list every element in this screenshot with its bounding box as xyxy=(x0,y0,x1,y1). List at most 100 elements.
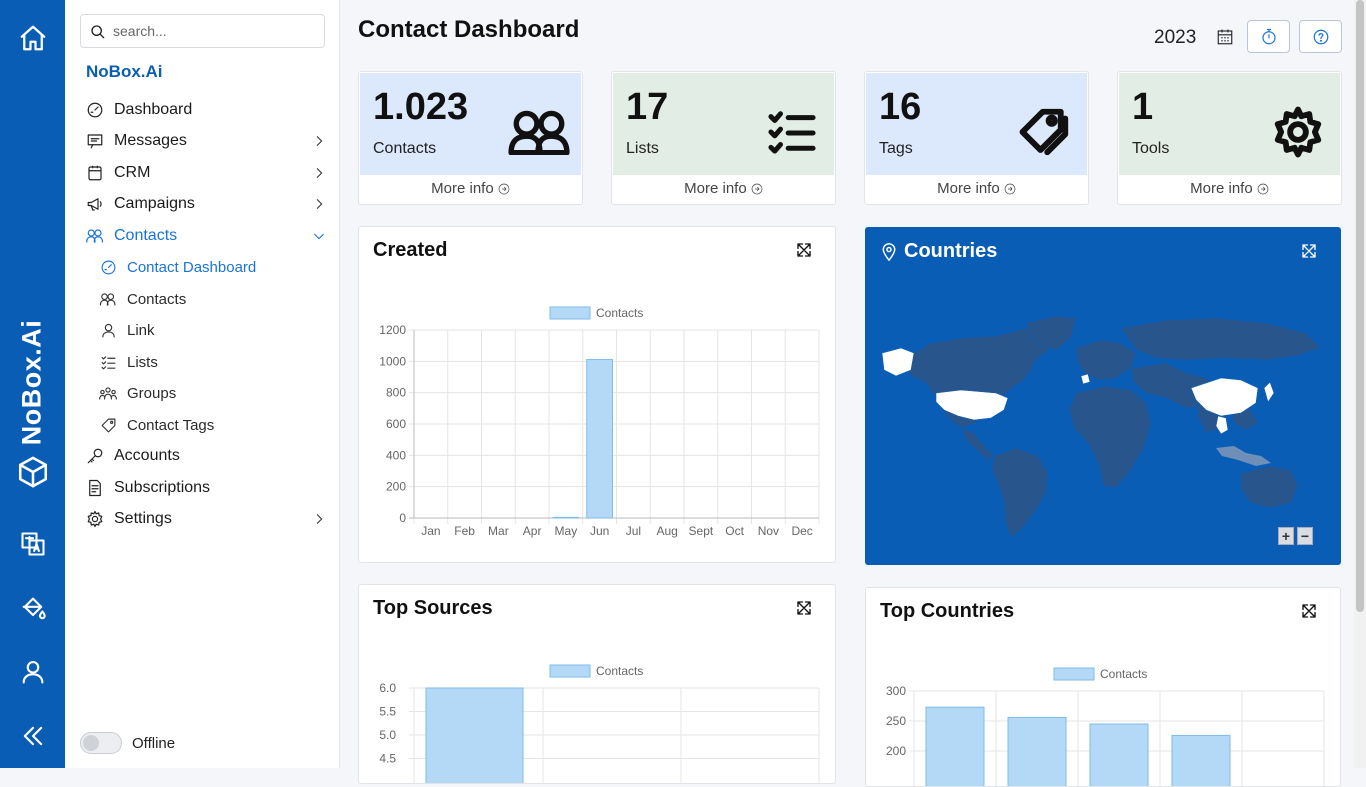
message-icon xyxy=(85,131,105,151)
user-profile-icon[interactable] xyxy=(16,655,50,689)
subnav-contact-tags[interactable]: Contact Tags xyxy=(99,413,327,437)
year-selector[interactable]: 2023 xyxy=(1154,27,1197,48)
arrow-circle-icon xyxy=(498,183,510,195)
x-tick-label: Apr xyxy=(523,524,542,538)
arrow-circle-icon xyxy=(1004,183,1016,195)
expand-icon[interactable] xyxy=(1300,242,1318,260)
bar xyxy=(1171,734,1231,786)
expand-icon[interactable] xyxy=(795,599,813,617)
y-tick-label: 400 xyxy=(386,448,406,462)
page-scrollbar[interactable] xyxy=(1354,0,1366,768)
y-tick-label: 800 xyxy=(386,386,406,400)
subnav-contact-dashboard[interactable]: Contact Dashboard xyxy=(99,255,327,279)
calendar-icon[interactable] xyxy=(1216,28,1234,46)
subnav-label: Contact Tags xyxy=(127,416,215,434)
chevron-right-icon xyxy=(311,196,327,212)
gauge-icon xyxy=(85,100,105,120)
subnav-label: Contacts xyxy=(127,290,187,308)
checklist-icon xyxy=(99,353,117,371)
nav-label: Settings xyxy=(114,510,172,527)
legend-label: Contacts xyxy=(1100,667,1147,681)
nav-settings[interactable]: Settings xyxy=(85,506,327,532)
stat-value: 1.023 xyxy=(373,86,469,128)
stat-card-tools: 1 Tools More info xyxy=(1117,71,1342,205)
y-tick-label: 0 xyxy=(399,511,406,525)
nav-messages[interactable]: Messages xyxy=(85,128,327,154)
help-icon xyxy=(1313,29,1328,44)
more-info-link[interactable]: More info xyxy=(865,180,1088,197)
subnav-groups[interactable]: Groups xyxy=(99,381,327,405)
x-tick-label: Jul xyxy=(626,524,641,538)
map-zoom-in[interactable]: + xyxy=(1278,527,1294,545)
created-card: Created Contacts 1200 1000 800 600 400 200 0 Jan… xyxy=(358,226,836,563)
stat-label: Lists xyxy=(626,140,659,157)
tag-icon xyxy=(99,416,117,434)
brand-vertical: NoBox.Ai xyxy=(16,319,47,445)
x-tick-label: Oct xyxy=(725,524,744,538)
map-africa xyxy=(1068,385,1152,489)
x-tick-label: Feb xyxy=(454,524,475,538)
stat-value: 17 xyxy=(626,86,669,128)
subnav-link[interactable]: Link xyxy=(99,318,327,342)
nav-subscriptions[interactable]: Subscriptions xyxy=(85,475,327,501)
legend-label: Contacts xyxy=(596,306,643,320)
y-tick-label: 4.5 xyxy=(379,752,396,766)
timer-button[interactable] xyxy=(1247,20,1290,53)
subnav-label: Lists xyxy=(127,353,158,371)
nav-dashboard[interactable]: Dashboard xyxy=(85,97,327,123)
nav-accounts[interactable]: Accounts xyxy=(85,443,327,469)
top-sources-chart: Contacts 6.0 5.5 5.0 4.5 xyxy=(379,664,820,783)
expand-icon[interactable] xyxy=(1300,602,1318,620)
map-zoom-out[interactable]: − xyxy=(1297,527,1313,545)
map-highlight-usa xyxy=(935,389,1009,421)
more-info-link[interactable]: More info xyxy=(612,180,835,197)
world-map[interactable] xyxy=(866,298,1342,558)
subnav-label: Link xyxy=(127,321,155,339)
online-toggle[interactable] xyxy=(80,732,122,754)
chevron-down-icon xyxy=(311,228,327,244)
map-highlight-alaska xyxy=(881,347,915,377)
map-highlight-europe-spot xyxy=(1080,373,1091,385)
nav-crm[interactable]: CRM xyxy=(85,160,327,186)
more-info-link[interactable]: More info xyxy=(1118,180,1341,197)
x-tick-label: May xyxy=(555,524,578,538)
nav-label: Subscriptions xyxy=(114,479,211,496)
main-content: Contact Dashboard 2023 1.023 Contacts Mo… xyxy=(340,0,1354,787)
subnav-label: Contact Dashboard xyxy=(127,258,257,276)
map-indonesia xyxy=(1216,446,1271,466)
y-tick-label: 1000 xyxy=(379,354,406,368)
chevron-right-icon xyxy=(311,511,327,527)
home-icon[interactable] xyxy=(16,21,50,55)
subnav-lists[interactable]: Lists xyxy=(99,350,327,374)
paint-bucket-icon[interactable] xyxy=(16,591,50,625)
nav-contacts[interactable]: Contacts xyxy=(85,223,327,249)
bar xyxy=(925,706,985,786)
help-button[interactable] xyxy=(1299,20,1342,53)
map-south-america xyxy=(991,447,1049,539)
top-countries-chart: Contacts 300 250 200 xyxy=(886,667,1325,786)
translate-icon[interactable] xyxy=(16,527,50,561)
expand-icon[interactable] xyxy=(795,241,813,259)
bar xyxy=(1007,716,1067,786)
card-title: Created xyxy=(373,239,448,261)
x-tick-label: Sept xyxy=(689,524,714,538)
top-countries-card: Top Countries Contacts 300 250 200 xyxy=(865,587,1341,787)
chevron-right-icon xyxy=(311,133,327,149)
map-europe xyxy=(1075,339,1137,381)
tags-icon xyxy=(1014,104,1076,160)
bar xyxy=(425,687,524,783)
scrollbar-thumb[interactable] xyxy=(1356,0,1364,612)
subnav-contacts[interactable]: Contacts xyxy=(99,287,327,311)
y-tick-label: 5.0 xyxy=(379,728,396,742)
page-title: Contact Dashboard xyxy=(358,16,580,43)
more-info-link[interactable]: More info xyxy=(359,180,582,197)
search-input[interactable] xyxy=(113,21,313,41)
x-tick-label: Jan xyxy=(421,524,440,538)
nav-campaigns[interactable]: Campaigns xyxy=(85,191,327,217)
stat-label: Contacts xyxy=(373,140,437,157)
app-rail: NoBox.Ai xyxy=(0,0,65,768)
gear-icon xyxy=(1267,104,1329,160)
sidebar: NoBox.Ai Dashboard Messages CRM Campaign… xyxy=(65,0,340,768)
collapse-icon[interactable] xyxy=(16,719,50,753)
map-greenland xyxy=(1025,315,1077,351)
